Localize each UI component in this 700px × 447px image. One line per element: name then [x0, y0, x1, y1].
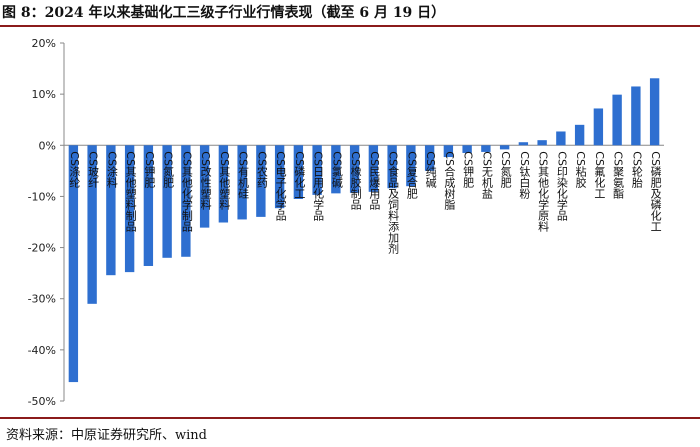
bar	[481, 145, 491, 152]
y-tick-label: -30%	[28, 293, 56, 306]
category-label: CS轮胎	[630, 151, 643, 188]
y-tick-label: -50%	[28, 395, 56, 408]
category-label: CS改性塑料	[199, 151, 212, 210]
bar	[124, 145, 135, 273]
bar	[556, 131, 566, 146]
y-tick-label: -20%	[28, 242, 56, 255]
bar	[143, 145, 154, 266]
bar	[162, 145, 172, 258]
bar	[218, 145, 229, 223]
category-label: CS合成树脂	[443, 151, 456, 210]
bar	[349, 145, 360, 193]
bar	[462, 145, 472, 153]
category-label: CS粘胶	[574, 151, 587, 188]
category-label: CS印染化学品	[555, 151, 568, 221]
y-tick-label: -40%	[28, 344, 56, 357]
bar	[368, 145, 379, 192]
y-tick-label: 0%	[39, 139, 56, 152]
title-divider	[0, 25, 700, 27]
category-label: CS磷肥及磷化工	[649, 151, 662, 232]
category-label: CS氮肥	[499, 151, 512, 188]
bar	[574, 124, 585, 146]
category-label: CS其他化学原料	[537, 151, 550, 232]
bar	[387, 145, 397, 189]
bar	[537, 140, 547, 146]
category-label: CS磷化工	[293, 151, 306, 199]
category-label: CS聚氨酯	[612, 151, 625, 199]
bar	[199, 145, 210, 228]
bar	[331, 145, 341, 194]
category-label: CS无机盐	[480, 151, 493, 199]
bar	[631, 86, 641, 146]
category-label: CS钾肥	[462, 151, 475, 188]
bar	[406, 145, 416, 187]
bar	[181, 145, 191, 257]
category-label: CS纯碱	[424, 151, 437, 188]
bar-chart: -50% -40% -30% -20% -10% 0% 10% 20% CS涤纶 CS玻纤 CS涂料…	[28, 37, 664, 408]
chart-title: 图 8：2024 年以来基础化工三级子行业行情表现（截至 6 月 19 日）	[2, 5, 446, 21]
category-label: CS钛白粉	[518, 151, 531, 199]
category-label: CS有机硅	[237, 151, 250, 199]
bar	[106, 145, 116, 276]
y-tick-label: 20%	[32, 37, 56, 50]
bar	[274, 145, 285, 209]
category-label: CS涂料	[105, 151, 118, 188]
bar	[443, 145, 454, 158]
bar	[256, 145, 266, 217]
category-label: CS农药	[255, 151, 268, 188]
bar	[87, 145, 97, 304]
bar	[499, 145, 510, 150]
category-label: CS氯碱	[330, 151, 343, 188]
category-label: CS民爆用品	[368, 151, 381, 210]
category-label: CS食品及饲料添加剂	[387, 151, 400, 254]
y-tick-label: -10%	[28, 190, 56, 203]
title-bar: 图 8：2024 年以来基础化工三级子行业行情表现（截至 6 月 19 日）	[0, 0, 700, 27]
source-note: 资料来源：中原证券研究所、wind	[6, 428, 207, 443]
footer-divider	[0, 417, 700, 419]
bar	[237, 145, 247, 220]
category-label: CS电子化学品	[274, 151, 287, 221]
category-label: CS氟化工	[593, 151, 606, 199]
bar	[68, 145, 79, 383]
category-label: CS其他塑料制品	[124, 151, 137, 232]
category-label: CS其他化学制品	[180, 151, 193, 232]
category-label: CS钾肥	[143, 151, 156, 188]
y-tick-label: 10%	[32, 88, 56, 101]
category-label: CS玻纤	[87, 151, 100, 188]
category-label: CS复合肥	[405, 151, 418, 199]
category-label: CS氮肥	[162, 151, 175, 188]
bar	[593, 108, 604, 146]
category-label: CS橡胶制品	[349, 151, 362, 210]
bar	[612, 94, 622, 146]
bar	[649, 78, 660, 146]
bar	[312, 145, 322, 195]
bar	[518, 142, 529, 146]
bar	[293, 145, 304, 199]
category-label: CS涤纶	[68, 151, 81, 188]
category-label: CS日用化学品	[312, 151, 325, 221]
bar	[424, 145, 435, 171]
category-label: CS其他塑料	[218, 151, 231, 210]
